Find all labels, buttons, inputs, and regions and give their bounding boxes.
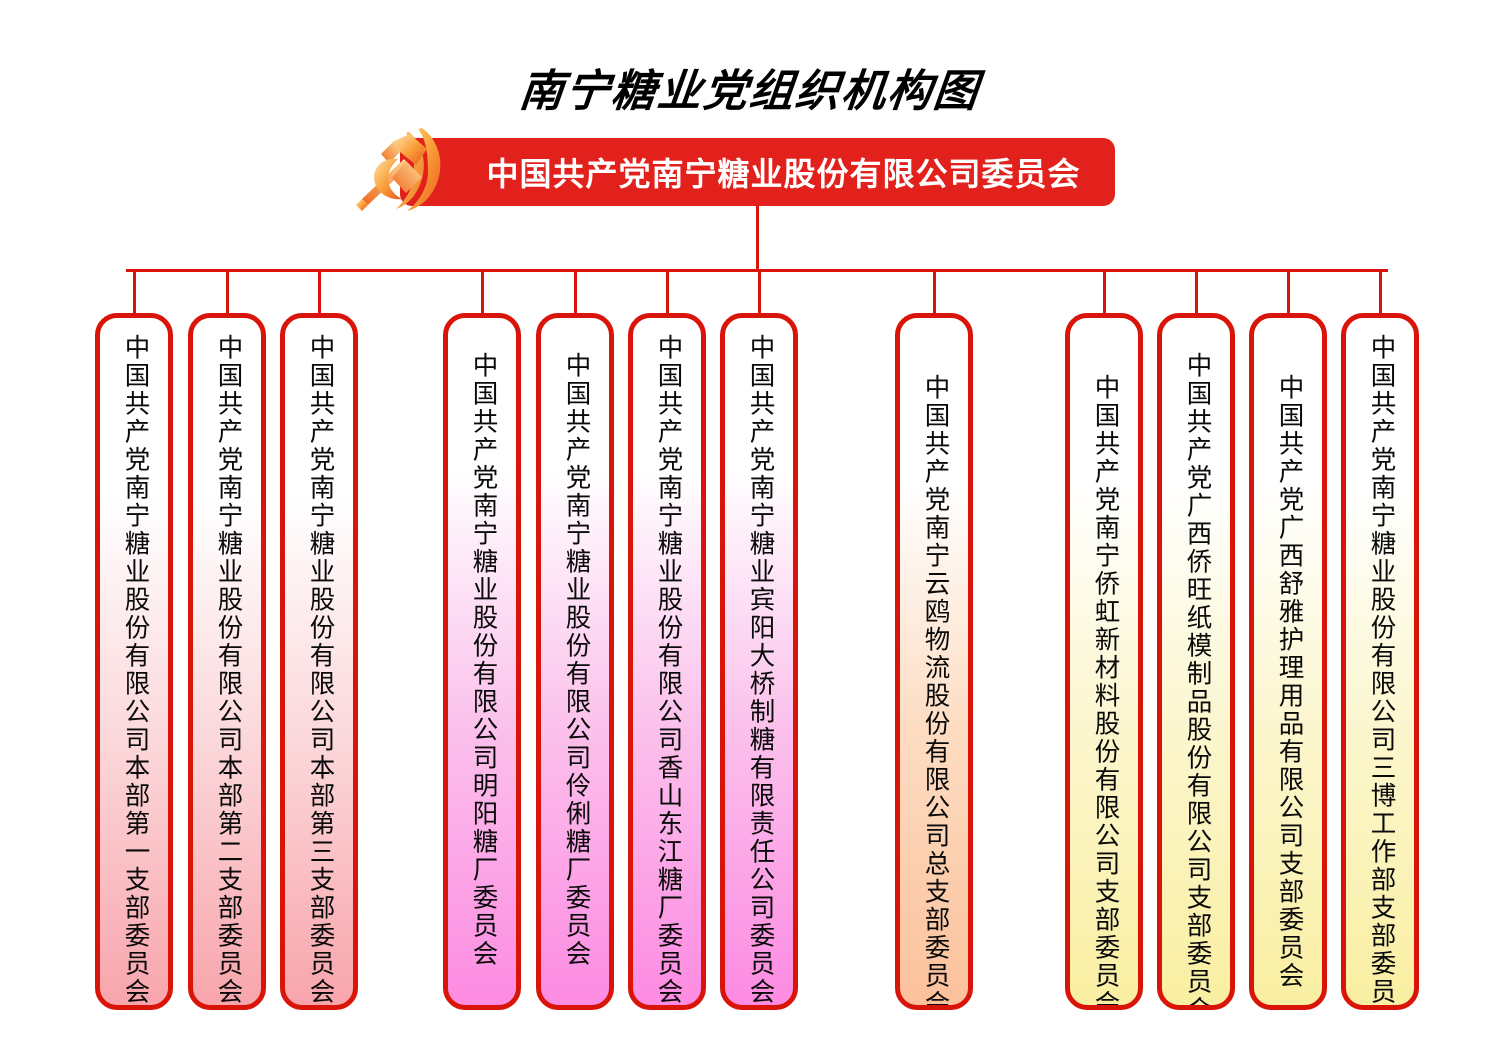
branch-node[interactable]: 中国共产党南宁糖业股份有限公司本部第二支部委员会 bbox=[188, 313, 266, 1010]
connector-trunk-vertical bbox=[756, 205, 759, 271]
branch-node[interactable]: 中国共产党南宁糖业股份有限公司本部第三支部委员会 bbox=[280, 313, 358, 1010]
branch-node-label: 中国共产党南宁糖业股份有限公司本部第二支部委员会 bbox=[214, 334, 242, 1006]
connector-drop bbox=[481, 269, 484, 315]
connector-drop bbox=[1287, 269, 1290, 315]
branch-node[interactable]: 中国共产党广西侨旺纸模制品股份有限公司支部委员会 bbox=[1157, 313, 1235, 1010]
connector-drop bbox=[574, 269, 577, 315]
party-emblem-icon bbox=[348, 121, 452, 217]
branch-node[interactable]: 中国共产党南宁云鸥物流股份有限公司总支部委员会 bbox=[895, 313, 973, 1010]
connector-drop bbox=[758, 269, 761, 315]
branch-node[interactable]: 中国共产党南宁糖业股份有限公司明阳糖厂委员会 bbox=[443, 313, 521, 1010]
branch-node-label: 中国共产党南宁侨虹新材料股份有限公司支部委员会 bbox=[1091, 374, 1119, 1010]
branch-node[interactable]: 中国共产党南宁糖业股份有限公司香山东江糖厂委员会 bbox=[628, 313, 706, 1010]
connector-drop bbox=[133, 269, 136, 315]
page-title: 南宁糖业党组织机构图 bbox=[516, 66, 983, 117]
root-node-label: 中国共产党南宁糖业股份有限公司委员会 bbox=[486, 156, 1081, 192]
connector-drop bbox=[318, 269, 321, 315]
branch-node[interactable]: 中国共产党南宁糖业宾阳大桥制糖有限责任公司委员会 bbox=[720, 313, 798, 1010]
connector-drop bbox=[666, 269, 669, 315]
branch-node-label: 中国共产党南宁糖业股份有限公司三博工作部支部委员会 bbox=[1367, 334, 1395, 1010]
connector-drop bbox=[1103, 269, 1106, 315]
connector-horizontal-bus bbox=[126, 269, 1388, 272]
root-node-party-committee[interactable]: 中国共产党南宁糖业股份有限公司委员会 bbox=[400, 138, 1115, 206]
branch-node-label: 中国共产党广西侨旺纸模制品股份有限公司支部委员会 bbox=[1183, 352, 1211, 1010]
branch-node[interactable]: 中国共产党南宁糖业股份有限公司伶俐糖厂委员会 bbox=[536, 313, 614, 1010]
branch-node-label: 中国共产党南宁糖业股份有限公司本部第三支部委员会 bbox=[306, 334, 334, 1006]
connector-drop bbox=[1379, 269, 1382, 315]
branch-node[interactable]: 中国共产党南宁糖业股份有限公司三博工作部支部委员会 bbox=[1341, 313, 1419, 1010]
branch-node[interactable]: 中国共产党广西舒雅护理用品有限公司支部委员会 bbox=[1249, 313, 1327, 1010]
branch-node-label: 中国共产党南宁糖业股份有限公司明阳糖厂委员会 bbox=[469, 352, 497, 968]
connector-drop bbox=[1195, 269, 1198, 315]
branch-node[interactable]: 中国共产党南宁侨虹新材料股份有限公司支部委员会 bbox=[1065, 313, 1143, 1010]
branch-node-label: 中国共产党南宁糖业股份有限公司伶俐糖厂委员会 bbox=[562, 352, 590, 968]
connector-drop bbox=[226, 269, 229, 315]
branch-node[interactable]: 中国共产党南宁糖业股份有限公司本部第一支部委员会 bbox=[95, 313, 173, 1010]
branch-node-label: 中国共产党南宁糖业宾阳大桥制糖有限责任公司委员会 bbox=[746, 334, 774, 1006]
branch-node-label: 中国共产党南宁糖业股份有限公司本部第一支部委员会 bbox=[121, 334, 149, 1006]
branch-node-label: 中国共产党南宁云鸥物流股份有限公司总支部委员会 bbox=[921, 374, 949, 1010]
branch-node-label: 中国共产党广西舒雅护理用品有限公司支部委员会 bbox=[1275, 374, 1303, 990]
connector-drop bbox=[933, 269, 936, 315]
branch-node-label: 中国共产党南宁糖业股份有限公司香山东江糖厂委员会 bbox=[654, 334, 682, 1006]
